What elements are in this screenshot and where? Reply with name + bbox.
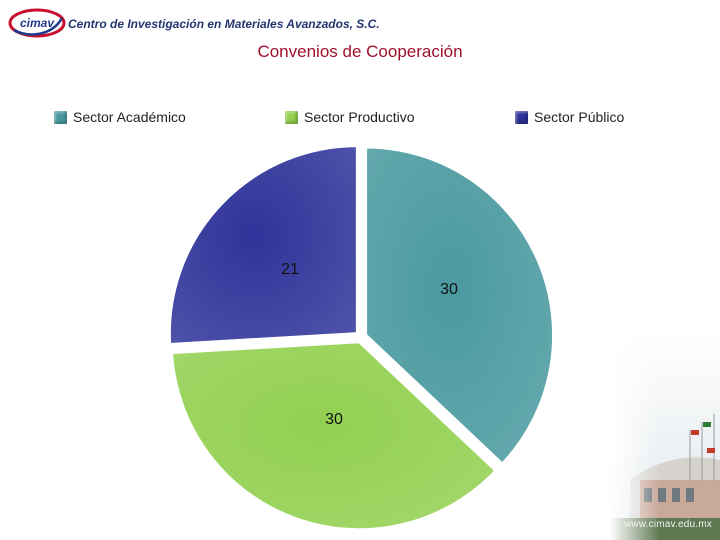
pie-slice-academico xyxy=(364,145,556,467)
pie-slice-publico xyxy=(167,144,359,347)
pie-slice-productivo xyxy=(170,340,499,532)
legend-item-publico: Sector Público xyxy=(515,109,624,125)
legend-swatch-productivo xyxy=(285,110,298,124)
legend-swatch-academico xyxy=(54,110,67,124)
header: cimav Centro de Investigación en Materia… xyxy=(0,0,720,42)
legend-label-productivo: Sector Productivo xyxy=(304,109,415,125)
footer-url: www.cimav.edu.mx xyxy=(623,519,712,530)
chart-title: Convenios de Cooperación xyxy=(257,42,463,61)
organization-name: Centro de Investigación en Materiales Av… xyxy=(68,17,380,31)
slice-label-academico: 30 xyxy=(440,281,458,298)
slice-label-publico: 21 xyxy=(281,261,299,278)
legend-item-productivo: Sector Productivo xyxy=(285,109,415,125)
legend-label-academico: Sector Académico xyxy=(73,109,186,125)
logo-text: cimav xyxy=(20,16,55,30)
legend-item-academico: Sector Académico xyxy=(54,109,186,125)
slice-label-productivo: 30 xyxy=(325,411,343,428)
legend-swatch-publico xyxy=(515,110,528,124)
cimav-logo: cimav xyxy=(8,8,66,38)
legend-label-publico: Sector Público xyxy=(534,109,625,125)
campus-building-photo xyxy=(610,330,720,540)
